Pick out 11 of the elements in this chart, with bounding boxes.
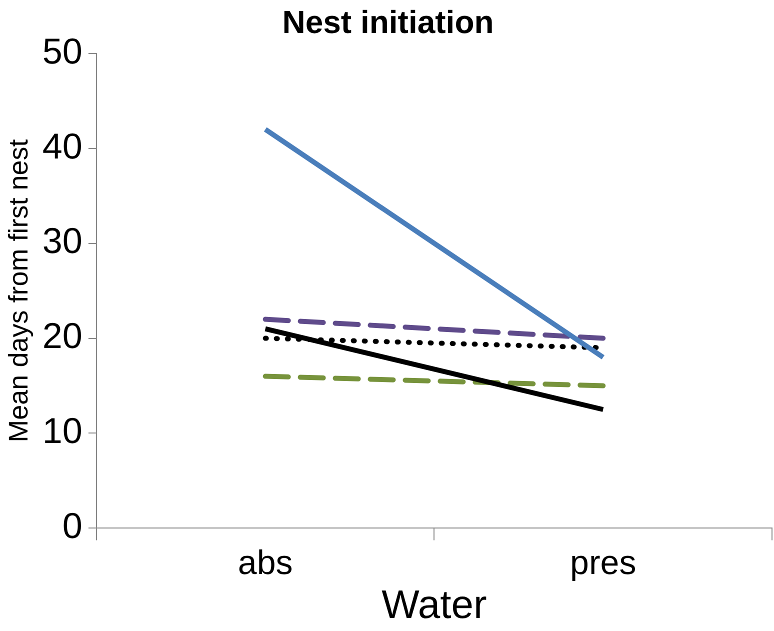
y-tick-label: 30 — [42, 220, 82, 262]
y-tick-label: 40 — [42, 125, 82, 166]
y-axis-title: Mean days from first nest — [4, 138, 34, 442]
y-tick-label: 50 — [42, 30, 82, 72]
y-tick-label: 0 — [62, 505, 82, 546]
y-tick-label: 20 — [42, 315, 82, 356]
chart-title: Nest initiation — [282, 4, 494, 40]
x-tick-label: pres — [570, 544, 636, 582]
x-axis-title: Water — [382, 583, 487, 628]
y-tick-label: 10 — [42, 410, 82, 452]
x-tick-label: abs — [238, 544, 293, 582]
